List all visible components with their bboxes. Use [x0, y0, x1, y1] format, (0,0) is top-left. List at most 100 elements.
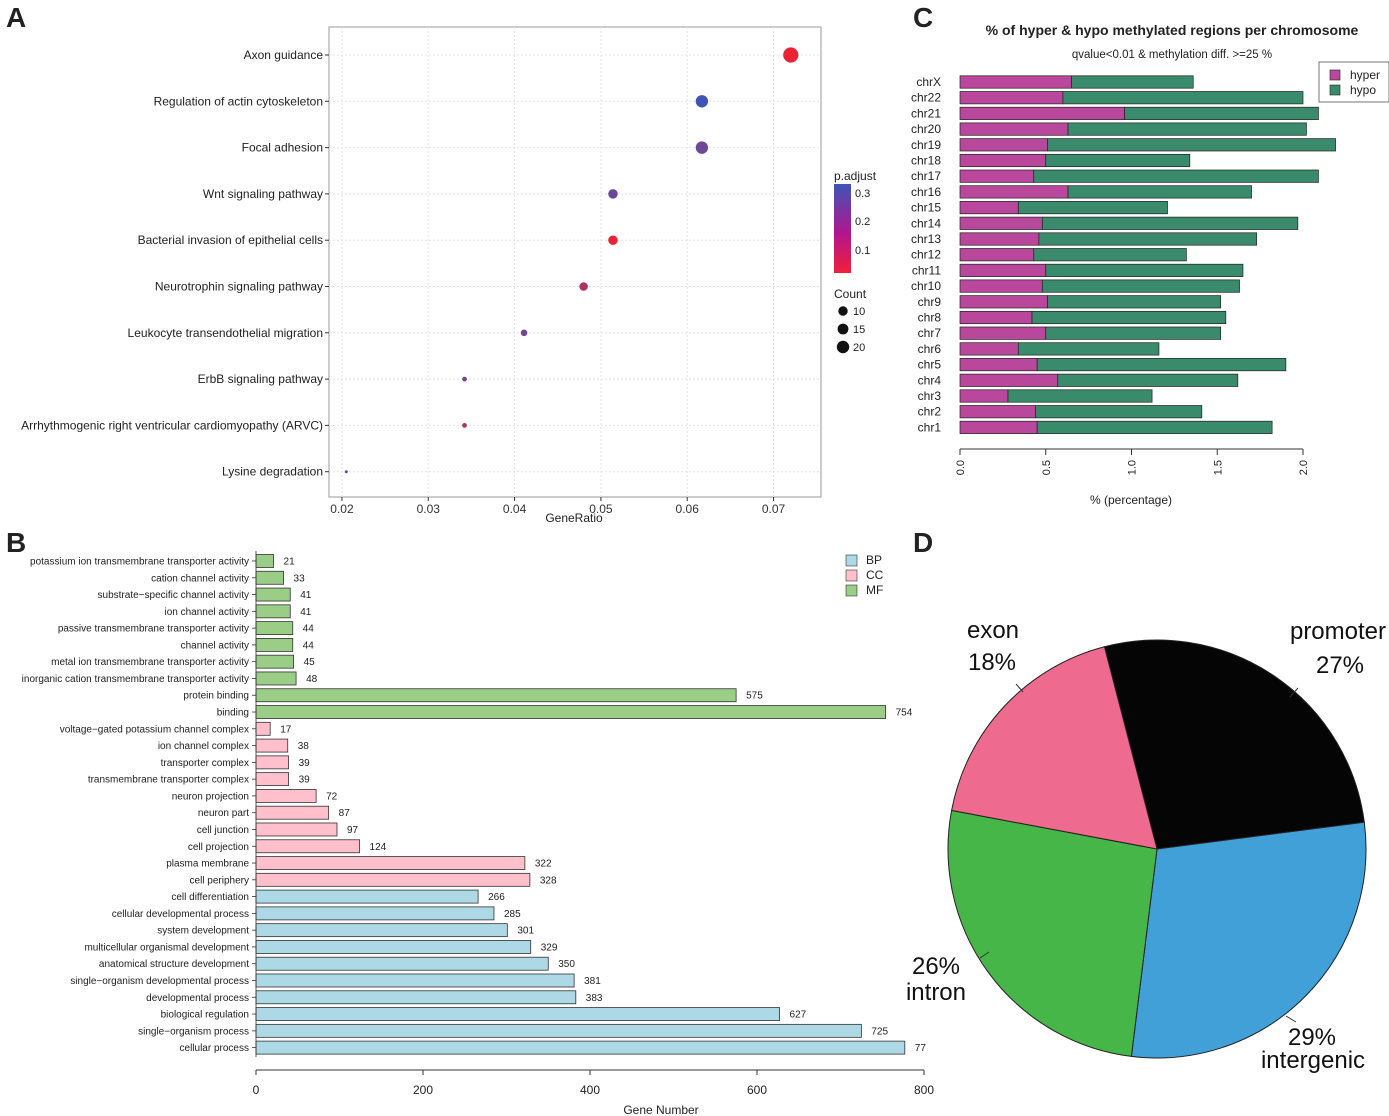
chromosome-label-chr13: chr13 — [911, 232, 941, 246]
pie-label-promoter: promoter — [1290, 618, 1386, 645]
x-tick-label: 0 — [253, 1083, 260, 1097]
legend-label-bp: BP — [866, 553, 882, 567]
bar-hypo-chr22 — [1062, 91, 1304, 105]
legend-swatch-cc — [845, 569, 858, 582]
bar-hypo-chr12 — [1033, 248, 1187, 262]
term-label-wnt-signaling-pathway: Wnt signaling pathway — [203, 187, 323, 201]
x-axis-title: % (percentage) — [1090, 493, 1172, 507]
term-label-ion-channel-activity: ion channel activity — [165, 607, 250, 618]
term-label-ion-channel-complex: ion channel complex — [158, 741, 249, 752]
term-label-cellular-process: cellular process — [180, 1043, 249, 1054]
value-label: 41 — [300, 590, 312, 601]
term-label-cellular-developmental-process: cellular developmental process — [112, 909, 249, 920]
x-tick-label: 1.5 — [1212, 460, 1224, 475]
value-label: 39 — [299, 758, 311, 769]
value-label: 627 — [790, 1010, 807, 1021]
term-label-system-development: system development — [157, 926, 249, 937]
value-label: 329 — [541, 942, 558, 953]
chromosome-label-chr12: chr12 — [911, 248, 941, 262]
bar-hypo-chr6 — [1017, 342, 1160, 356]
chromosome-label-chr8: chr8 — [918, 311, 942, 325]
panel-a-letter: A — [6, 2, 27, 33]
panel-a-dotplot: 0.02 0.03 0.04 0.05 0.06 0.07 Axon guidance Reg… — [21, 26, 877, 525]
bar-hypo-chr9 — [1047, 295, 1222, 309]
legend-swatch-hypo — [1329, 84, 1341, 96]
dot-axon-guidance — [783, 47, 799, 63]
legend-color-title: p.adjust — [834, 169, 877, 183]
term-label-metal-ion-transmembrane-transporter-activity: metal ion transmembrane transporter acti… — [51, 657, 249, 668]
dot-lysine-degradation — [344, 470, 348, 474]
term-label-erbb-signaling-pathway: ErbB signaling pathway — [198, 372, 323, 386]
bar-hypo-chr20 — [1067, 122, 1307, 136]
chart-subtitle: qvalue<0.01 & methylation diff. >=25 % — [1072, 49, 1272, 61]
pie-label-intron: intron — [906, 979, 966, 1006]
bar-hypo-chr2 — [1035, 405, 1203, 419]
bar-hypo-chr7 — [1045, 326, 1222, 340]
legend-size-title: Count — [834, 287, 867, 301]
chromosome-label-chr7: chr7 — [918, 326, 942, 340]
legend-size-tick: 15 — [853, 324, 865, 336]
legend-label-hypo: hypo — [1350, 83, 1376, 97]
term-label-bacterial-invasion-of-epithelial-cells: Bacterial invasion of epithelial cells — [138, 233, 323, 247]
pie-label-tick — [979, 951, 990, 959]
pie-label-tick — [1015, 683, 1024, 693]
chromosome-label-chr6: chr6 — [918, 342, 942, 356]
term-label-anatomical-structure-development: anatomical structure development — [99, 959, 249, 970]
term-label-neuron-part: neuron part — [198, 808, 249, 819]
value-label: 322 — [535, 859, 552, 870]
x-tick-label: 0.02 — [330, 502, 354, 516]
term-label-leukocyte-transendothelial-migration: Leukocyte transendothelial migration — [128, 326, 323, 340]
legend-color-tick: 0.1 — [855, 245, 870, 257]
term-label-protein-binding: protein binding — [183, 691, 249, 702]
x-tick-label: 200 — [413, 1083, 433, 1097]
chromosome-label-chr1: chr1 — [918, 420, 942, 434]
bar-hypo-chr19 — [1047, 138, 1336, 152]
x-tick-label: 1.0 — [1127, 460, 1139, 475]
chromosome-label-chr3: chr3 — [918, 389, 942, 403]
x-tick-label: 400 — [580, 1083, 600, 1097]
value-label: 21 — [284, 557, 296, 568]
legend-color-tick: 0.2 — [855, 216, 870, 228]
bar-hypo-chr14 — [1041, 216, 1299, 230]
term-label-cell-projection: cell projection — [188, 842, 249, 853]
value-label: 33 — [294, 573, 306, 584]
chromosome-label-chr2: chr2 — [918, 405, 942, 419]
chart-title: % of hyper & hypo methylated regions per… — [986, 22, 1359, 38]
term-label-potassium-ion-transmembrane-transporter-activity: potassium ion transmembrane transporter … — [30, 557, 249, 568]
legend-color-bar — [834, 184, 851, 273]
pie-percent-exon: 18% — [968, 649, 1016, 676]
chromosome-label-chr22: chr22 — [911, 91, 941, 105]
dot-bacterial-invasion-of-epithelial-cells — [608, 235, 618, 245]
pie-slice-intergenic — [1130, 821, 1367, 1059]
panel-c-letter: C — [913, 2, 934, 33]
chromosome-label-chr15: chr15 — [911, 201, 941, 215]
pie-percent-intron: 26% — [912, 953, 960, 980]
legend-size-dot — [837, 323, 849, 335]
value-label: 381 — [584, 976, 601, 987]
term-label-transporter-complex: transporter complex — [161, 758, 249, 769]
legend-size-dot — [838, 306, 848, 316]
value-label: 77 — [915, 1043, 927, 1054]
panel-b-letter: B — [6, 527, 27, 558]
chromosome-label-chr11: chr11 — [912, 263, 941, 277]
dot-wnt-signaling-pathway — [608, 189, 618, 199]
bar-hypo-chr15 — [1017, 201, 1168, 215]
bar-hypo-chr4 — [1057, 373, 1239, 387]
dot-regulation-of-actin-cytoskeleton — [695, 95, 709, 108]
x-tick-label: 800 — [914, 1083, 934, 1097]
plot-frame — [328, 26, 822, 498]
chromosome-label-chr21: chr21 — [911, 106, 941, 120]
value-label: 48 — [306, 674, 318, 685]
chromosome-label-chr4: chr4 — [918, 373, 942, 387]
value-label: 87 — [339, 808, 351, 819]
x-tick-label: 0.07 — [762, 502, 786, 516]
term-label-focal-adhesion: Focal adhesion — [242, 141, 323, 155]
chromosome-label-chr9: chr9 — [918, 295, 942, 309]
value-label: 97 — [347, 825, 359, 836]
term-label-cell-periphery: cell periphery — [190, 875, 249, 886]
legend-swatch-hyper — [1329, 69, 1341, 81]
chromosome-label-chr19: chr19 — [911, 138, 941, 152]
chromosome-label-chr16: chr16 — [911, 185, 941, 199]
term-label-cell-junction: cell junction — [197, 825, 249, 836]
